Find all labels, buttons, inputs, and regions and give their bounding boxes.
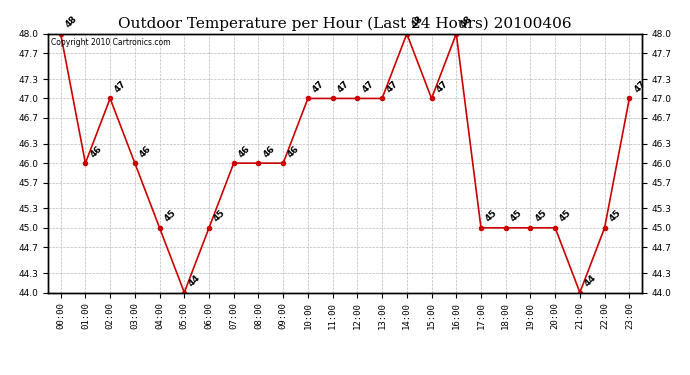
- Text: 47: 47: [310, 79, 326, 94]
- Text: 45: 45: [558, 209, 573, 224]
- Text: 45: 45: [212, 209, 227, 224]
- Text: 46: 46: [137, 144, 153, 159]
- Title: Outdoor Temperature per Hour (Last 24 Hours) 20100406: Outdoor Temperature per Hour (Last 24 Ho…: [118, 17, 572, 31]
- Text: 47: 47: [360, 79, 375, 94]
- Text: 48: 48: [410, 14, 425, 30]
- Text: 47: 47: [434, 79, 450, 94]
- Text: 45: 45: [509, 209, 524, 224]
- Text: 44: 44: [187, 273, 202, 288]
- Text: 48: 48: [459, 14, 474, 30]
- Text: 45: 45: [162, 209, 177, 224]
- Text: 46: 46: [237, 144, 252, 159]
- Text: 44: 44: [582, 273, 598, 288]
- Text: 47: 47: [385, 79, 400, 94]
- Text: 47: 47: [335, 79, 351, 94]
- Text: 46: 46: [88, 144, 104, 159]
- Text: 46: 46: [286, 144, 302, 159]
- Text: 47: 47: [113, 79, 128, 94]
- Text: 45: 45: [484, 209, 499, 224]
- Text: Copyright 2010 Cartronics.com: Copyright 2010 Cartronics.com: [51, 38, 170, 46]
- Text: 46: 46: [262, 144, 277, 159]
- Text: 45: 45: [533, 209, 549, 224]
- Text: 47: 47: [632, 79, 647, 94]
- Text: 45: 45: [607, 209, 622, 224]
- Text: 48: 48: [63, 14, 79, 30]
